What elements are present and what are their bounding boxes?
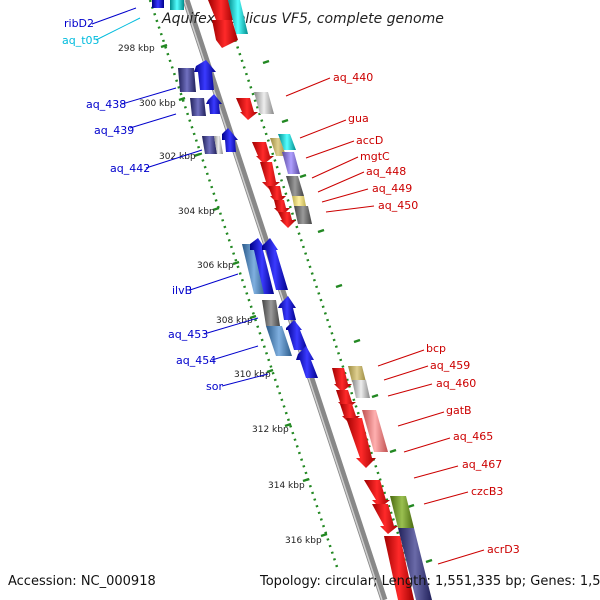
gene-arrow [286,320,308,350]
tick-label: 300 kbp [139,99,176,109]
gene-olive [390,496,414,528]
gene-aq-453 [262,300,280,326]
gene-aq-460 [352,380,370,398]
gene-label-ribD2: ribD2 [64,17,94,30]
gene-aq-440-gray [254,92,274,114]
gene-label-mgtC: mgtC [360,150,390,163]
gene-ribD2 [152,0,164,8]
gene-label-aq-453: aq_453 [168,328,208,341]
gene-label-aq-442: aq_442 [110,162,150,175]
accession-text: Accession: NC_000918 [8,574,156,589]
gene-mgtC [282,152,300,174]
gene-label-sor: sor [206,380,223,393]
gene-aq-448 [286,176,304,196]
gene-label-aq-465: aq_465 [453,430,493,443]
gene-gua [252,142,274,164]
gene-label-aq-454: aq_454 [176,354,216,367]
gene-bcp [332,368,352,392]
gene-aq-450 [294,206,312,224]
tick-label: 306 kbp [197,261,234,271]
gene-czcB3 [364,480,390,508]
gene-label-aq-440: aq_440 [333,71,373,84]
gene-aq-438 [190,98,206,116]
tick-labels: 298 kbp 300 kbp 302 kbp 304 kbp 306 kbp … [118,44,322,546]
gene-aq-459 [348,366,366,382]
gene-aq-454 [266,326,292,356]
gene-block [178,68,196,92]
gene-label-aq-t05: aq_t05 [62,34,100,47]
right-tick-rail [222,0,410,570]
gene-label-czcB3: czcB3 [471,485,503,498]
tick-label: 316 kbp [285,536,322,546]
genome-summary-text: Topology: circular; Length: 1,551,335 bp… [260,574,600,589]
gene-label-ilvB: ilvB [172,284,192,297]
gene-label-gatB: gatB [446,404,472,417]
tick-label: 312 kbp [252,425,289,435]
gene-label-aq-450: aq_450 [378,199,418,212]
gene-label-acrD3: acrD3 [487,543,520,556]
tick-label: 304 kbp [178,207,215,217]
gene-aq-449 [292,196,306,206]
gene-label-aq-449: aq_449 [372,182,412,195]
gene-arrow [222,128,238,152]
gene-label-aq-459: aq_459 [430,359,470,372]
gene-arrow [278,296,296,320]
gene-label-aq-438: aq_438 [86,98,126,111]
gene-label-bcp: bcp [426,342,446,355]
gene-label-gua: gua [348,112,369,125]
gene-label-aq-439: aq_439 [94,124,134,137]
right-gene-labels: aq_440 gua accD mgtC aq_448 aq_449 aq_45… [333,71,520,556]
genome-map: Aquifex aeolicus VF5, complete genome 29… [0,0,600,600]
gene-aq-t05 [170,0,184,10]
tick-label: 298 kbp [118,44,155,54]
tick-label: 314 kbp [268,481,305,491]
gene-label-aq-460: aq_460 [436,377,476,390]
map-title: Aquifex aeolicus VF5, complete genome [161,11,444,27]
gene-label-aq-467: aq_467 [462,458,502,471]
gene-label-aq-448: aq_448 [366,165,406,178]
gene-label-accD: accD [356,134,383,147]
